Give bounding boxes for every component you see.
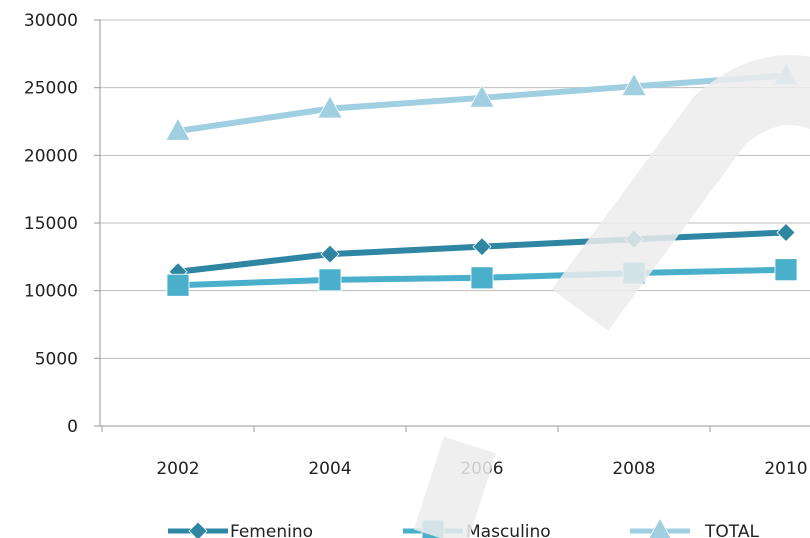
data-point-total — [165, 117, 191, 141]
y-tick-label: 15000 — [24, 214, 78, 234]
legend: Femenino Masculino TOTAL — [168, 517, 759, 538]
y-tick-label: 0 — [67, 417, 78, 437]
series-group — [165, 62, 799, 297]
data-point-femenino — [624, 229, 644, 249]
legend-item-femenino: Femenino — [168, 521, 313, 538]
x-tick-label: 2004 — [308, 459, 351, 479]
x-axis-tick-labels: 2002 2004 2006 2008 2010 — [156, 459, 807, 479]
data-point-femenino — [472, 237, 492, 257]
data-point-masculino — [166, 273, 190, 297]
data-point-masculino — [774, 258, 798, 282]
x-tick-label: 2006 — [460, 459, 503, 479]
x-tick-label: 2010 — [764, 459, 807, 479]
data-point-masculino — [622, 261, 646, 285]
legend-label: Masculino — [466, 522, 551, 538]
data-point-masculino — [470, 266, 494, 290]
data-point-femenino — [776, 222, 796, 243]
legend-marker — [421, 519, 445, 538]
axes — [94, 19, 810, 432]
x-tick-label: 2008 — [612, 459, 655, 479]
legend-marker — [188, 521, 208, 538]
x-tick-label: 2002 — [156, 459, 199, 479]
y-tick-label: 30000 — [24, 11, 78, 31]
data-point-masculino — [318, 268, 342, 292]
y-tick-label: 20000 — [24, 146, 78, 166]
series-total — [165, 62, 799, 141]
data-point-total — [317, 95, 343, 119]
y-tick-label: 5000 — [35, 349, 78, 369]
legend-label: TOTAL — [704, 522, 759, 538]
y-axis-tick-labels: 0 5000 10000 15000 20000 25000 30000 — [24, 11, 78, 437]
legend-label: Femenino — [230, 522, 313, 538]
data-point-femenino — [320, 244, 340, 264]
legend-item-masculino: Masculino — [403, 519, 551, 538]
y-tick-label: 10000 — [24, 282, 78, 302]
y-tick-label: 25000 — [24, 79, 78, 99]
data-point-total — [469, 84, 495, 108]
gridlines — [100, 19, 810, 359]
legend-marker — [648, 517, 672, 538]
legend-item-total: TOTAL — [630, 517, 759, 538]
